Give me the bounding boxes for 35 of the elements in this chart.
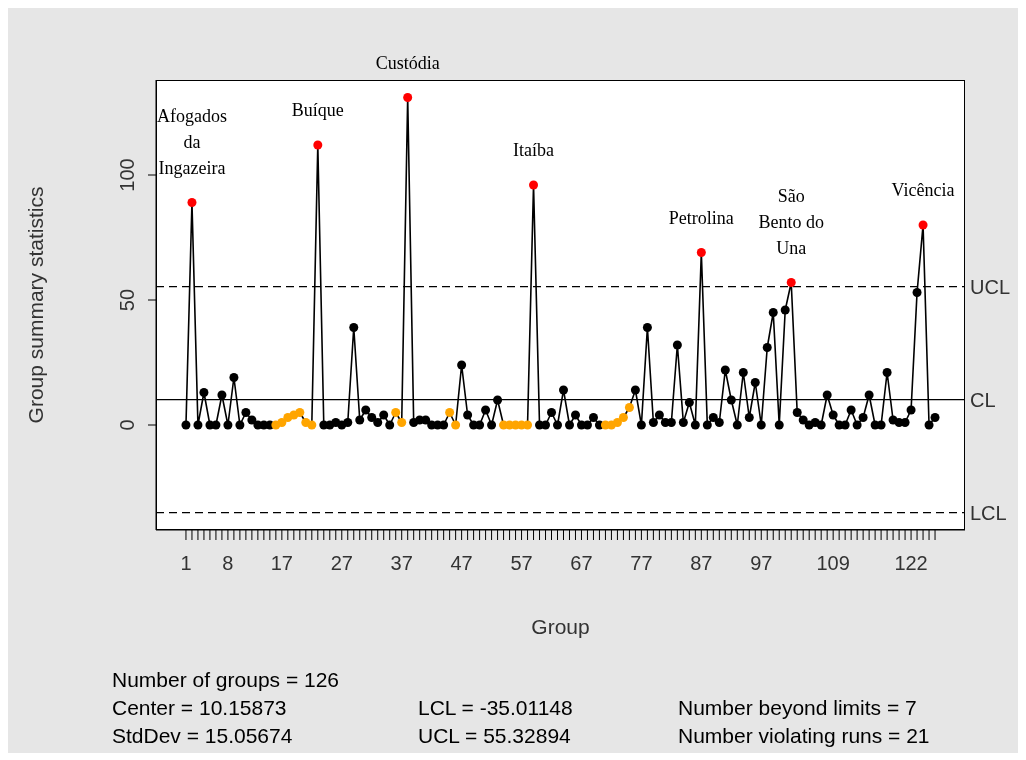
text: Number of groups = 126 [112, 667, 341, 693]
y-axis-title: Group summary statistics [24, 186, 48, 424]
annotation: Afogados da Ingazeira [155, 104, 228, 180]
x-tick-label: 109 [816, 552, 850, 575]
text: UCL = 55.32894 [418, 723, 572, 749]
y-tick-label: 0 [116, 419, 138, 431]
x-tick-label: 77 [630, 552, 653, 575]
x-tick-label: 37 [390, 552, 413, 575]
x-tick-label: 8 [222, 552, 234, 575]
x-tick-label: 27 [330, 552, 353, 575]
x-tick-label: 57 [510, 552, 533, 575]
x-tick-label: 122 [894, 552, 928, 575]
ref-line-label: CL [970, 388, 996, 411]
text: StdDev = 15.05674 [112, 723, 294, 749]
x-tick-label: 1 [180, 552, 192, 575]
text: LCL = -35.01148 [418, 695, 574, 721]
annotation: Vicência [890, 178, 956, 202]
annotation: Itaíba [512, 138, 555, 162]
annotation: Buíque [290, 98, 345, 122]
text: Number violating runs = 21 [678, 723, 931, 749]
x-axis-title: Group [531, 615, 590, 638]
x-tick-label: 97 [750, 552, 773, 575]
x-tick-label: 17 [270, 552, 293, 575]
annotation: Petrolina [667, 206, 735, 230]
ref-line-label: LCL [970, 501, 1007, 524]
x-tick-label: 87 [690, 552, 713, 575]
text: Number beyond limits = 7 [678, 695, 918, 721]
annotation: São Bento do Una [757, 184, 825, 260]
annotation: Custódia [374, 51, 441, 75]
ref-line-label: UCL [970, 275, 1011, 298]
y-tick-label: 100 [116, 158, 138, 192]
x-tick-label: 67 [570, 552, 593, 575]
y-tick-label: 50 [116, 288, 138, 312]
text: Center = 10.15873 [112, 695, 288, 721]
x-tick-label: 47 [450, 552, 473, 575]
